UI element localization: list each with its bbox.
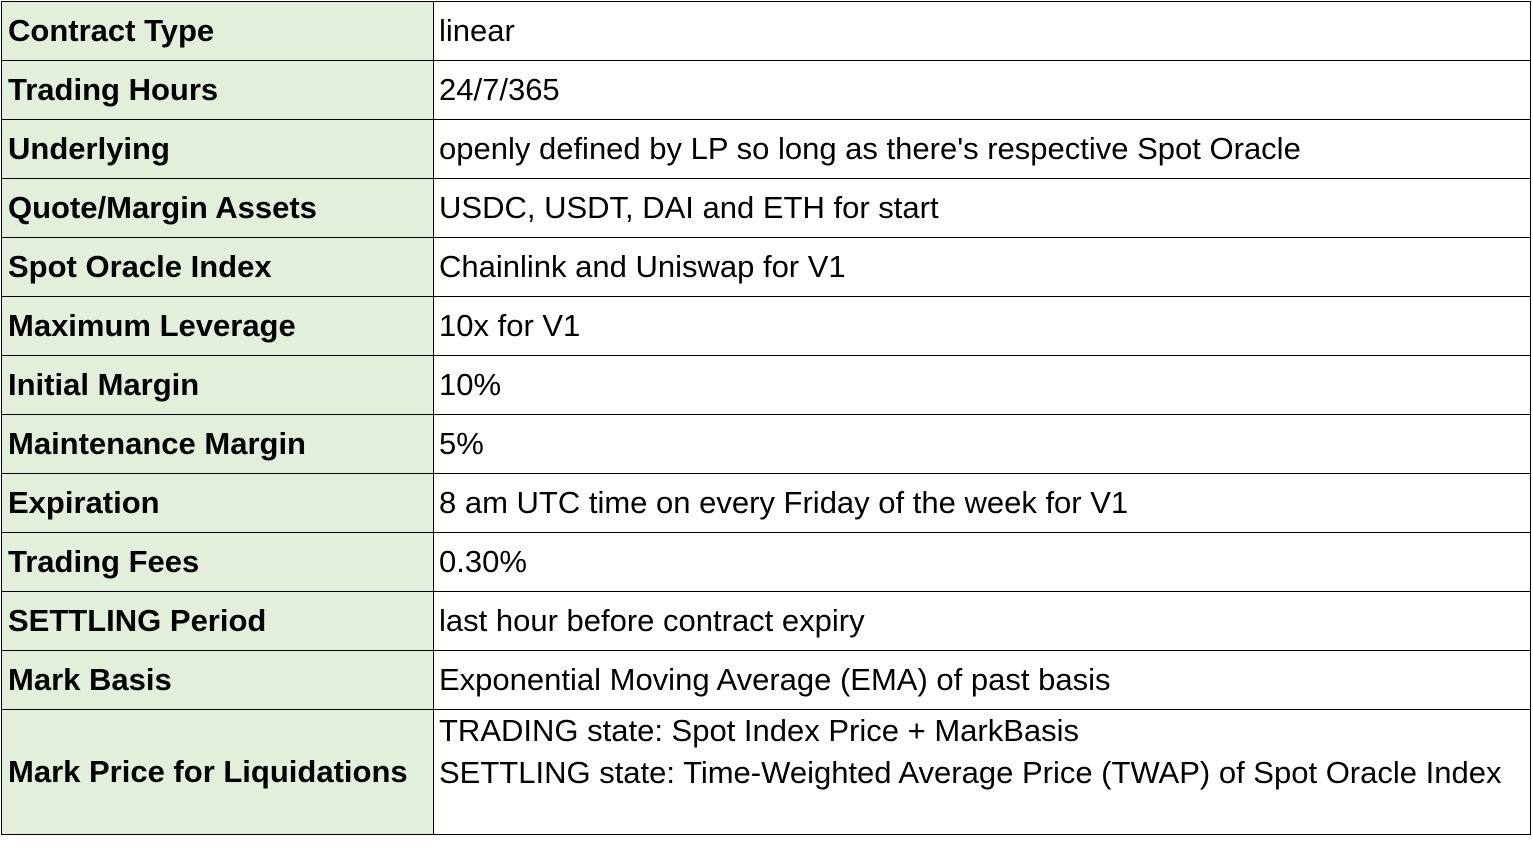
row-value-line: TRADING state: Spot Index Price + MarkBa…: [439, 713, 1080, 748]
row-label: Mark Price for Liquidations: [1, 709, 434, 835]
row-value: linear: [433, 1, 1531, 61]
row-value: USDC, USDT, DAI and ETH for start: [433, 178, 1531, 238]
row-value: 5%: [433, 414, 1531, 474]
row-label: Maximum Leverage: [1, 296, 434, 356]
row-value: 8 am UTC time on every Friday of the wee…: [433, 473, 1531, 533]
row-label: Trading Hours: [1, 60, 434, 120]
row-value: 24/7/365: [433, 60, 1531, 120]
row-label: Initial Margin: [1, 355, 434, 415]
table-row: Mark Price for Liquidations TRADING stat…: [1, 709, 1531, 835]
table-row: Trading Fees 0.30%: [1, 532, 1531, 592]
table-row: Expiration 8 am UTC time on every Friday…: [1, 473, 1531, 533]
table-row: Trading Hours 24/7/365: [1, 60, 1531, 120]
table-row: Underlying openly defined by LP so long …: [1, 119, 1531, 179]
table-row: Maximum Leverage 10x for V1: [1, 296, 1531, 356]
row-value: Exponential Moving Average (EMA) of past…: [433, 650, 1531, 710]
row-value: last hour before contract expiry: [433, 591, 1531, 651]
row-label: SETTLING Period: [1, 591, 434, 651]
row-value: 0.30%: [433, 532, 1531, 592]
table-row: Contract Type linear: [1, 1, 1531, 61]
row-label: Spot Oracle Index: [1, 237, 434, 297]
table-row: Initial Margin 10%: [1, 355, 1531, 415]
row-value: 10%: [433, 355, 1531, 415]
table-row: Mark Basis Exponential Moving Average (E…: [1, 650, 1531, 710]
row-label: Expiration: [1, 473, 434, 533]
row-value: 10x for V1: [433, 296, 1531, 356]
table-row: Spot Oracle Index Chainlink and Uniswap …: [1, 237, 1531, 297]
row-label: Maintenance Margin: [1, 414, 434, 474]
row-label: Mark Basis: [1, 650, 434, 710]
row-value-multiline: TRADING state: Spot Index Price + MarkBa…: [433, 709, 1531, 835]
row-label: Trading Fees: [1, 532, 434, 592]
row-label: Underlying: [1, 119, 434, 179]
table-row: SETTLING Period last hour before contrac…: [1, 591, 1531, 651]
row-label: Quote/Margin Assets: [1, 178, 434, 238]
row-value-line: SETTLING state: Time-Weighted Average Pr…: [439, 755, 1502, 790]
table-row: Maintenance Margin 5%: [1, 414, 1531, 474]
row-label: Contract Type: [1, 1, 434, 61]
table-row: Quote/Margin Assets USDC, USDT, DAI and …: [1, 178, 1531, 238]
row-value: Chainlink and Uniswap for V1: [433, 237, 1531, 297]
row-value: openly defined by LP so long as there's …: [433, 119, 1531, 179]
